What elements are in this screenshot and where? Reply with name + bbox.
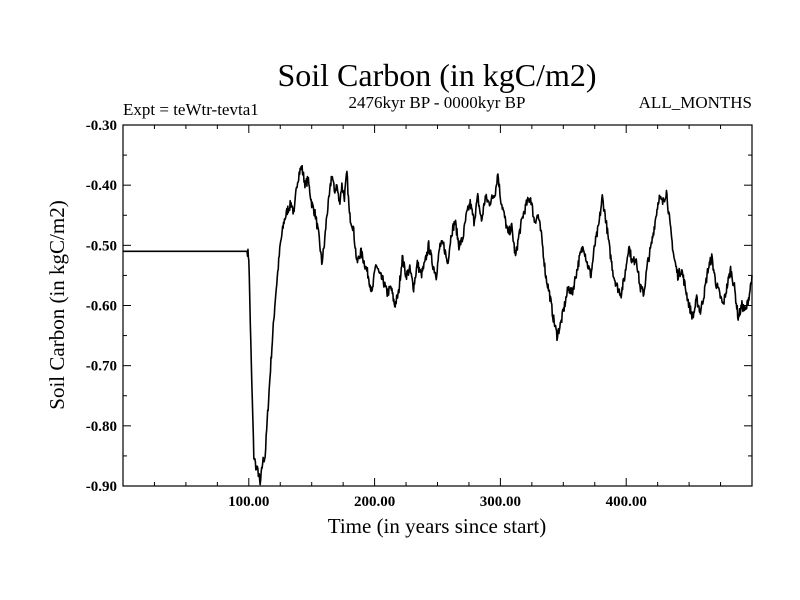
x-axis-label: Time (in years since start) bbox=[328, 514, 547, 538]
y-tick-label: -0.30 bbox=[86, 118, 117, 134]
plot-frame bbox=[122, 124, 753, 487]
y-tick-label: -0.60 bbox=[86, 299, 117, 315]
x-tick-label: 100.00 bbox=[228, 494, 269, 510]
series-line bbox=[122, 164, 753, 486]
y-tick-label: -0.40 bbox=[86, 178, 117, 194]
x-axis-ticks: 100.00 200.00 300.00 400.00 bbox=[153, 125, 722, 510]
y-tick-label: -0.90 bbox=[86, 479, 117, 495]
chart-subtitle: 2476kyr BP - 0000kyr BP bbox=[349, 93, 526, 112]
chart-title: Soil Carbon (in kgC/m2) bbox=[277, 57, 596, 93]
x-tick-label: 300.00 bbox=[480, 494, 521, 510]
x-tick-label: 200.00 bbox=[354, 494, 395, 510]
y-tick-label: -0.70 bbox=[86, 359, 117, 375]
months-label: ALL_MONTHS bbox=[639, 93, 752, 112]
y-axis-label: Soil Carbon (in kgC/m2) bbox=[45, 200, 69, 409]
experiment-label: Expt = teWtr-tevta1 bbox=[123, 100, 259, 119]
y-axis-ticks: -0.30 -0.40 -0.50 -0.60 -0.70 -0.80 -0.90 bbox=[86, 118, 752, 495]
x-tick-label: 400.00 bbox=[606, 494, 647, 510]
series-layer bbox=[122, 164, 753, 486]
y-tick-label: -0.80 bbox=[86, 419, 117, 435]
y-tick-label: -0.50 bbox=[86, 238, 117, 254]
